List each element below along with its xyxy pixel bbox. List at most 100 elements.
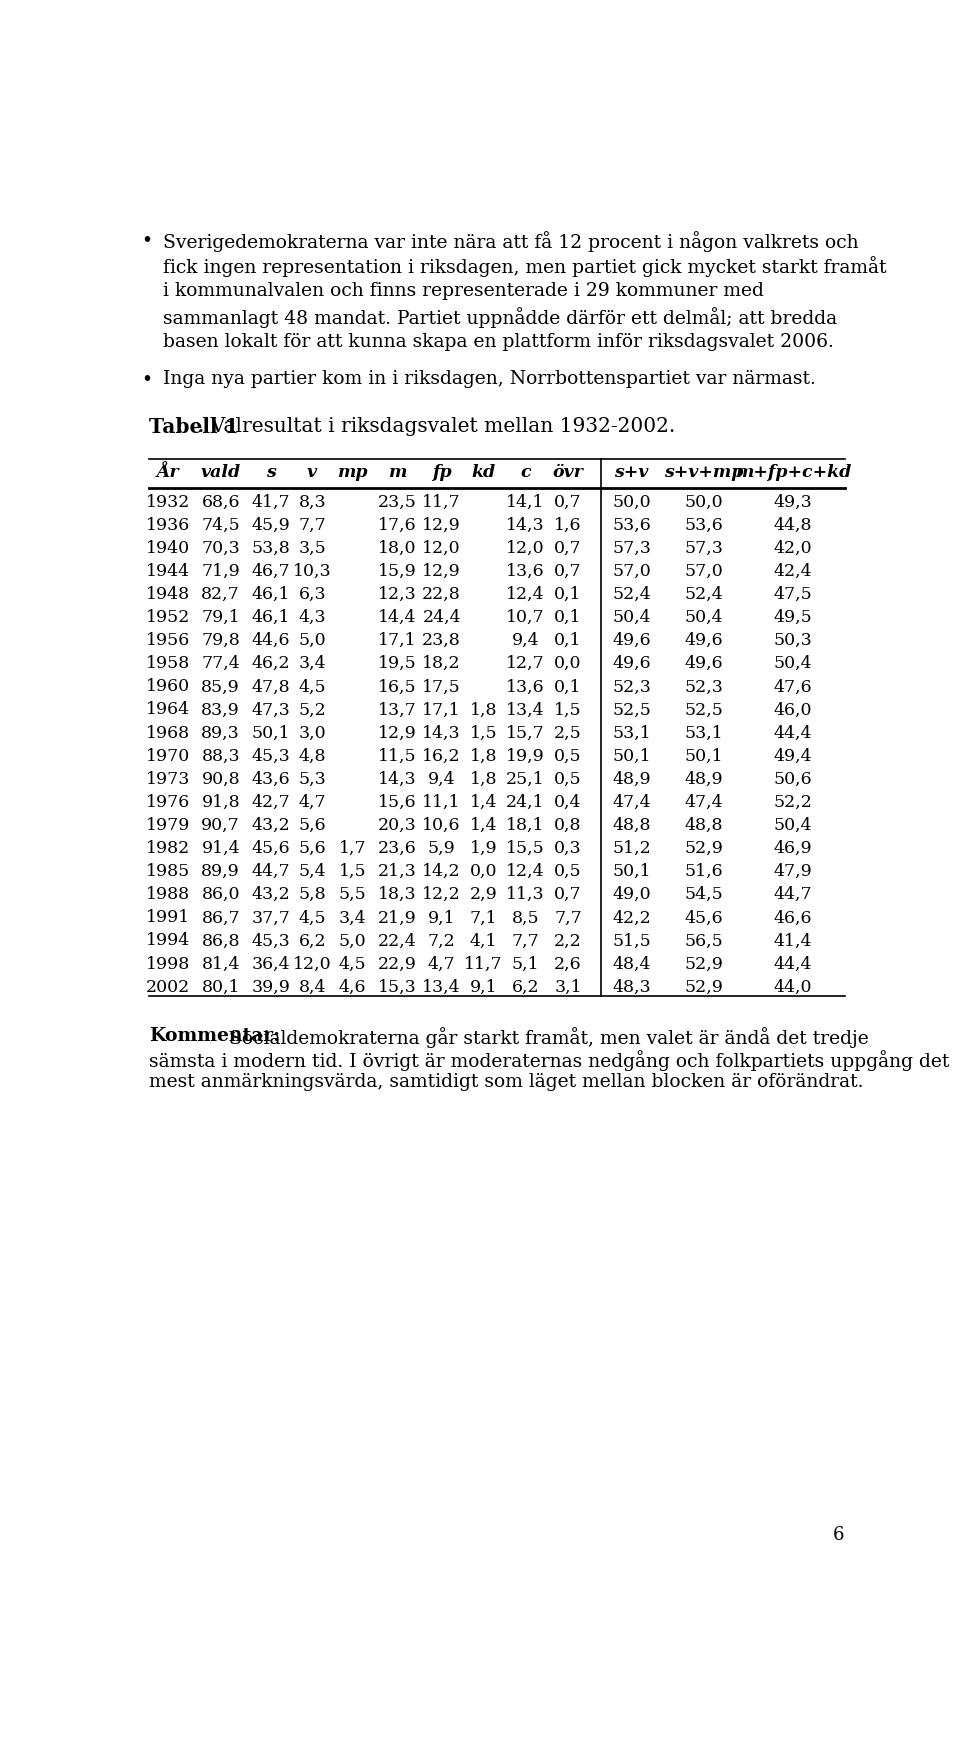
- Text: 1948: 1948: [146, 586, 190, 604]
- Text: 18,0: 18,0: [378, 539, 417, 557]
- Text: 2,6: 2,6: [554, 956, 582, 972]
- Text: 86,7: 86,7: [202, 909, 240, 927]
- Text: 47,4: 47,4: [612, 794, 651, 811]
- Text: 22,4: 22,4: [378, 932, 417, 949]
- Text: 57,3: 57,3: [684, 539, 723, 557]
- Text: 17,5: 17,5: [422, 679, 461, 695]
- Text: 14,1: 14,1: [506, 494, 544, 511]
- Text: basen lokalt för att kunna skapa en plattform inför riksdagsvalet 2006.: basen lokalt för att kunna skapa en plat…: [162, 333, 833, 351]
- Text: fick ingen representation i riksdagen, men partiet gick mycket starkt framåt: fick ingen representation i riksdagen, m…: [162, 257, 886, 277]
- Text: 53,1: 53,1: [684, 724, 723, 742]
- Text: mest anmärkningsvärda, samtidigt som läget mellan blocken är oförändrat.: mest anmärkningsvärda, samtidigt som läg…: [150, 1073, 864, 1091]
- Text: 50,0: 50,0: [612, 494, 651, 511]
- Text: 6,3: 6,3: [299, 586, 326, 604]
- Text: 51,2: 51,2: [612, 839, 651, 857]
- Text: 12,9: 12,9: [422, 517, 461, 534]
- Text: 13,6: 13,6: [506, 564, 544, 579]
- Text: 49,3: 49,3: [774, 494, 812, 511]
- Text: m+fp+c+kd: m+fp+c+kd: [734, 464, 851, 482]
- Text: 1,4: 1,4: [469, 817, 497, 834]
- Text: 41,7: 41,7: [252, 494, 291, 511]
- Text: 5,9: 5,9: [428, 839, 455, 857]
- Text: 4,7: 4,7: [428, 956, 455, 972]
- Text: 11,1: 11,1: [422, 794, 461, 811]
- Text: 86,8: 86,8: [202, 932, 240, 949]
- Text: 2002: 2002: [146, 979, 190, 996]
- Text: 89,3: 89,3: [202, 724, 240, 742]
- Text: 71,9: 71,9: [202, 564, 240, 579]
- Text: Socialdemokraterna går starkt framåt, men valet är ändå det tredje: Socialdemokraterna går starkt framåt, me…: [223, 1028, 869, 1049]
- Text: 56,5: 56,5: [684, 932, 723, 949]
- Text: 49,4: 49,4: [774, 747, 812, 764]
- Text: 46,0: 46,0: [774, 701, 812, 719]
- Text: 15,9: 15,9: [378, 564, 417, 579]
- Text: 16,5: 16,5: [378, 679, 417, 695]
- Text: 0,5: 0,5: [554, 864, 582, 879]
- Text: 44,0: 44,0: [774, 979, 812, 996]
- Text: 47,9: 47,9: [774, 864, 812, 879]
- Text: 1,5: 1,5: [469, 724, 497, 742]
- Text: vald: vald: [201, 464, 241, 482]
- Text: 50,4: 50,4: [684, 609, 723, 626]
- Text: 57,0: 57,0: [612, 564, 651, 579]
- Text: 50,6: 50,6: [774, 771, 812, 787]
- Text: 42,0: 42,0: [774, 539, 812, 557]
- Text: 0,0: 0,0: [469, 864, 497, 879]
- Text: 24,4: 24,4: [422, 609, 461, 626]
- Text: 44,4: 44,4: [774, 956, 812, 972]
- Text: 6,2: 6,2: [299, 932, 326, 949]
- Text: 70,3: 70,3: [202, 539, 240, 557]
- Text: 50,4: 50,4: [774, 817, 812, 834]
- Text: 0,7: 0,7: [554, 564, 582, 579]
- Text: 21,9: 21,9: [378, 909, 417, 927]
- Text: 44,7: 44,7: [252, 864, 291, 879]
- Text: 11,5: 11,5: [378, 747, 417, 764]
- Text: 4,5: 4,5: [299, 909, 326, 927]
- Text: v: v: [307, 464, 317, 482]
- Text: 13,4: 13,4: [422, 979, 461, 996]
- Text: 1988: 1988: [146, 886, 190, 904]
- Text: 1932: 1932: [146, 494, 190, 511]
- Text: 1,8: 1,8: [469, 701, 497, 719]
- Text: 53,6: 53,6: [684, 517, 723, 534]
- Text: 50,1: 50,1: [612, 747, 651, 764]
- Text: 68,6: 68,6: [202, 494, 240, 511]
- Text: 52,3: 52,3: [684, 679, 723, 695]
- Text: 2,9: 2,9: [469, 886, 497, 904]
- Text: 14,3: 14,3: [506, 517, 544, 534]
- Text: 15,5: 15,5: [506, 839, 544, 857]
- Text: 15,7: 15,7: [506, 724, 544, 742]
- Text: 5,6: 5,6: [299, 817, 326, 834]
- Text: 51,5: 51,5: [612, 932, 651, 949]
- Text: 49,6: 49,6: [684, 632, 723, 649]
- Text: 10,7: 10,7: [506, 609, 544, 626]
- Text: 46,7: 46,7: [252, 564, 291, 579]
- Text: 4,3: 4,3: [299, 609, 326, 626]
- Text: •: •: [142, 370, 153, 389]
- Text: 5,3: 5,3: [299, 771, 326, 787]
- Text: s+v+mp: s+v+mp: [664, 464, 743, 482]
- Text: 50,1: 50,1: [612, 864, 651, 879]
- Text: fp: fp: [432, 464, 451, 482]
- Text: 83,9: 83,9: [202, 701, 240, 719]
- Text: 19,5: 19,5: [378, 654, 417, 672]
- Text: 49,6: 49,6: [612, 654, 651, 672]
- Text: 45,3: 45,3: [252, 932, 291, 949]
- Text: 1994: 1994: [146, 932, 190, 949]
- Text: 1936: 1936: [146, 517, 190, 534]
- Text: 0,7: 0,7: [554, 539, 582, 557]
- Text: 5,4: 5,4: [299, 864, 326, 879]
- Text: 77,4: 77,4: [202, 654, 240, 672]
- Text: 80,1: 80,1: [202, 979, 240, 996]
- Text: 17,1: 17,1: [422, 701, 461, 719]
- Text: 52,3: 52,3: [612, 679, 651, 695]
- Text: 48,3: 48,3: [612, 979, 651, 996]
- Text: 12,0: 12,0: [293, 956, 331, 972]
- Text: 22,9: 22,9: [378, 956, 417, 972]
- Text: 13,4: 13,4: [506, 701, 544, 719]
- Text: Kommentar:: Kommentar:: [150, 1028, 280, 1045]
- Text: 37,7: 37,7: [252, 909, 291, 927]
- Text: 45,3: 45,3: [252, 747, 291, 764]
- Text: 14,2: 14,2: [422, 864, 461, 879]
- Text: 4,5: 4,5: [299, 679, 326, 695]
